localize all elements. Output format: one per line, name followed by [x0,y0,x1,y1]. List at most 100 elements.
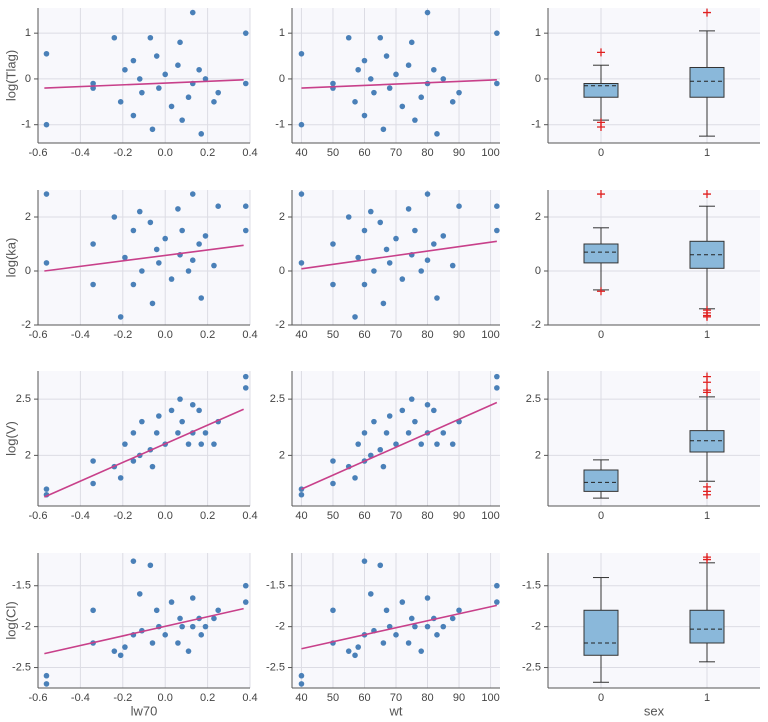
point [361,227,368,234]
point [434,441,440,447]
point [383,53,390,59]
x-tick-label: 60 [358,510,370,522]
x-tick-label: 100 [481,329,499,341]
point [361,112,368,119]
trend-line [301,604,498,650]
x-tick-label: 0.2 [200,329,215,341]
point [111,34,118,41]
point [431,407,437,414]
point [330,80,336,87]
x-tick-label: -0.4 [71,329,90,341]
point [298,260,305,266]
x-tick-label: -0.2 [113,692,132,704]
point [380,300,387,307]
y-tick-label: 1 [25,27,31,39]
point [175,206,181,212]
point [418,94,425,101]
x-tick-label: 90 [453,329,465,341]
point [352,314,358,320]
point [122,644,128,650]
point [440,623,447,630]
point [130,430,137,436]
point [130,458,137,464]
point [139,268,145,274]
point [371,418,377,425]
point [408,39,415,46]
point [440,233,447,239]
point [130,281,137,288]
y-tick-label: 0 [279,265,285,277]
point [440,76,447,82]
x-tick-label: 90 [453,147,465,159]
point [139,418,145,425]
y-tick-label: -2 [275,319,285,331]
point [367,76,374,82]
point [153,53,160,59]
x-tick-label: 60 [358,147,370,159]
x-tick-label: 0.0 [158,147,173,159]
point [494,203,500,209]
box [689,609,725,644]
point [298,121,305,128]
point [242,30,249,36]
y-tick-label: 0 [535,73,541,85]
x-tick-label: 80 [421,329,433,341]
point [431,241,437,247]
panel: 2 2.5 -0.6 -0.4 -0.2 0.0 0.2 0.4 log(V) [3,371,258,522]
point [153,430,160,436]
point [117,99,124,105]
point [367,208,374,215]
point [424,595,431,601]
point [330,281,336,288]
point [355,66,361,73]
point [162,235,168,242]
point [449,615,456,622]
x-tick-label: 1 [704,510,710,522]
point [147,34,154,41]
x-tick-label: -0.4 [71,692,90,704]
y-axis-label: log(ka) [3,238,18,278]
point [117,314,124,320]
outlier [703,312,711,321]
y-tick-label: -1 [275,119,285,131]
x-tick-label: 0.0 [158,692,173,704]
panel: -1 0 1 -0.6 -0.4 -0.2 0.0 0.2 0.4 log(Tlag) [3,8,258,159]
point [434,632,440,638]
outlier [703,8,711,17]
point [136,208,143,215]
point [424,401,431,408]
point [494,80,500,87]
outlier [597,287,605,296]
x-tick-label: 1 [704,329,710,341]
point [90,607,96,614]
x-tick-label: 1 [704,147,710,159]
point [196,66,202,73]
point [189,9,196,16]
point [355,254,361,261]
point [130,227,137,234]
box [689,66,725,98]
point [361,430,368,436]
x-tick-label: 0 [598,692,604,704]
panel: -2.5 -2 -1.5 -0.6 -0.4 -0.2 0.0 0.2 0.4 log(Cl) lw… [3,553,258,718]
point [399,103,406,110]
x-tick-label: 100 [481,147,499,159]
x-tick-label: 80 [421,510,433,522]
point [494,599,500,605]
point [177,615,183,622]
point [434,131,440,137]
x-tick-label: 40 [295,510,307,522]
y-tick-label: 2 [279,211,285,223]
point [405,62,412,69]
y-tick-label: 2.5 [16,393,31,405]
x-tick-label: 70 [390,147,402,159]
point [177,39,183,46]
x-tick-label: 0.0 [158,510,173,522]
point [202,76,209,82]
point [298,491,305,498]
y-axis-label: log(Cl) [3,601,18,639]
point [185,648,192,654]
y-tick-label: 2 [279,449,285,461]
point [494,385,500,391]
point [168,407,175,414]
